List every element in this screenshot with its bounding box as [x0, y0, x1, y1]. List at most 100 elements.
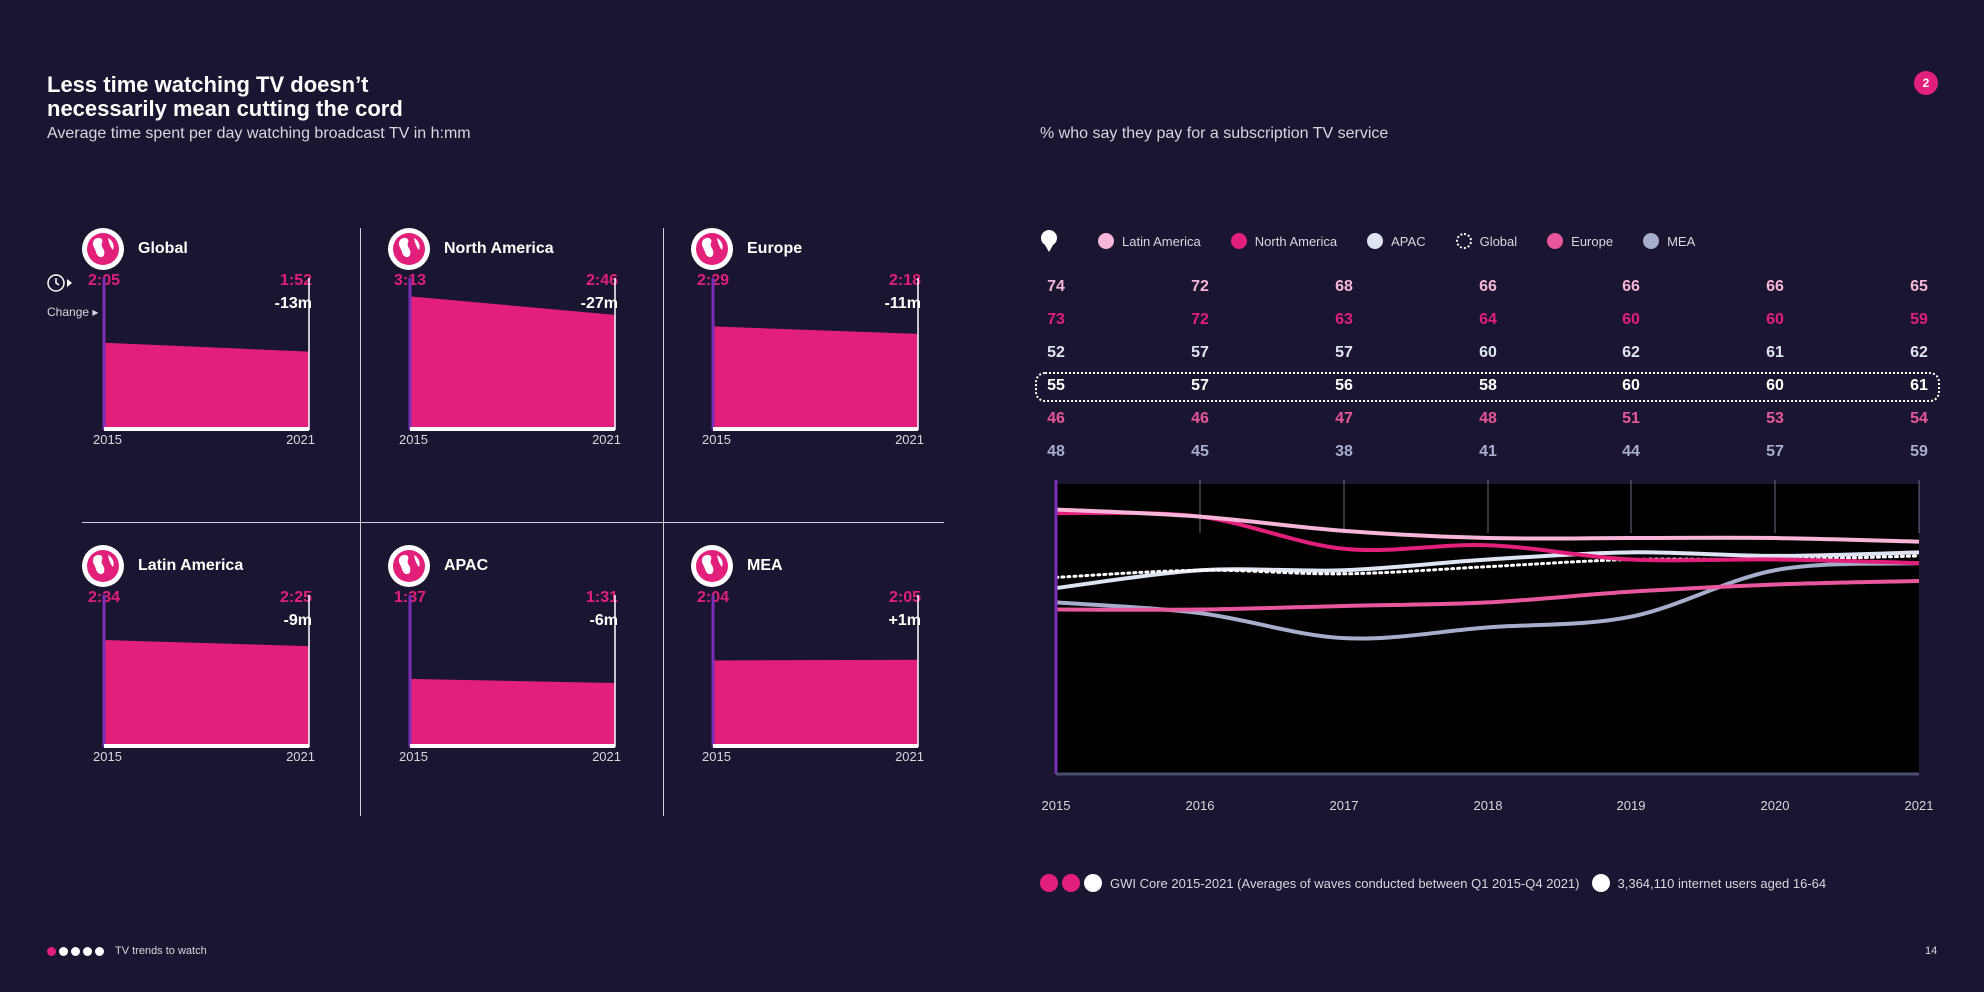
area-global	[104, 342, 309, 428]
x-label-start: 2015	[93, 749, 122, 764]
table-cell: 45	[1191, 443, 1209, 460]
x-tick-label: 2019	[1616, 798, 1646, 813]
table-cell: 61	[1766, 344, 1784, 361]
x-tick-label: 2016	[1185, 798, 1215, 813]
x-label-start: 2015	[702, 749, 731, 764]
end-value: 2:46	[585, 272, 618, 289]
series-line-europe	[1055, 578, 1920, 612]
area-apac	[410, 678, 615, 745]
table-cell: 52	[1047, 344, 1065, 361]
legend-item-apac: APAC	[1367, 233, 1426, 249]
legend-swatch	[1367, 233, 1384, 249]
progress-dot	[83, 946, 92, 956]
globe-icon	[82, 228, 124, 270]
line-chart	[1054, 480, 1921, 776]
table-cell: 63	[1335, 311, 1353, 328]
table-cell: 57	[1766, 443, 1784, 460]
legend-label: Europe	[1571, 233, 1614, 249]
table-row-europe: 46 46 47 48 51 53 54	[1040, 410, 1940, 434]
x-label-start: 2015	[93, 432, 122, 447]
legend-item-global: Global	[1455, 233, 1518, 249]
table-cell: 46	[1191, 410, 1209, 427]
area-mea	[713, 659, 918, 745]
change-value: -9m	[283, 612, 312, 629]
area-europe	[713, 326, 918, 428]
table-cell: 74	[1047, 278, 1065, 295]
x-label-start: 2015	[399, 749, 428, 764]
table-cell: 51	[1622, 410, 1640, 427]
end-value: 2:05	[888, 589, 921, 606]
series-line-mea	[1055, 561, 1920, 641]
table-cell: 61	[1910, 377, 1928, 394]
legend-item-mea: MEA	[1643, 233, 1695, 249]
legend-label: MEA	[1667, 233, 1696, 249]
title-line-1: Less time watching TV doesn’t	[47, 72, 369, 97]
table-cell: 48	[1047, 443, 1065, 460]
section-badge: 2	[1914, 71, 1938, 95]
table-cell: 60	[1766, 377, 1784, 394]
left-chart-subtitle: Average time spent per day watching broa…	[47, 125, 471, 142]
area-latin-america	[104, 640, 309, 745]
play-icon: ▸	[92, 305, 99, 319]
end-value: 1:31	[585, 589, 618, 606]
table-cell: 73	[1047, 311, 1065, 328]
x-tick-label: 2021	[1904, 798, 1934, 813]
table-cell: 60	[1622, 377, 1640, 394]
end-value: 1:52	[279, 272, 312, 289]
area-north-america	[410, 296, 615, 428]
table-cell: 53	[1766, 410, 1784, 427]
table-cell: 66	[1479, 278, 1497, 295]
line-chart-legend: Latin America North America APAC Global Euro…	[1040, 229, 1725, 253]
x-label-end: 2021	[286, 749, 315, 764]
table-row-north-america: 73 72 63 64 60 60 59	[1040, 311, 1940, 335]
progress-dot	[71, 946, 80, 956]
legend-swatch	[1455, 233, 1472, 249]
table-cell: 46	[1047, 410, 1065, 427]
progress-dot	[47, 946, 56, 956]
table-cell: 57	[1191, 344, 1209, 361]
table-row-apac: 52 57 57 60 62 61 62	[1040, 344, 1940, 368]
change-value: -6m	[589, 612, 618, 629]
end-value: 2:25	[279, 589, 312, 606]
divider-horizontal	[82, 522, 944, 523]
page-title: Less time watching TV doesn’t necessaril…	[47, 73, 403, 121]
clock-icon	[47, 274, 72, 292]
x-tick-label: 2018	[1473, 798, 1503, 813]
table-cell: 64	[1479, 311, 1497, 328]
footer: TV trends to watch	[47, 945, 207, 957]
x-label-start: 2015	[702, 432, 731, 447]
source-text-1: GWI Core 2015-2021 (Averages of waves co…	[1110, 875, 1580, 891]
region-name: Global	[138, 240, 188, 257]
legend-swatch	[1098, 233, 1114, 249]
table-cell: 48	[1479, 410, 1497, 427]
source-text-2: 3,364,110 internet users aged 16-64	[1617, 875, 1827, 891]
globe-icon	[82, 545, 124, 587]
legend-label: Latin America	[1122, 233, 1201, 249]
x-label-end: 2021	[592, 432, 621, 447]
table-cell: 56	[1335, 377, 1353, 394]
globe-icon	[691, 228, 733, 270]
legend-swatch	[1643, 233, 1660, 249]
location-pin-icon	[1040, 229, 1058, 253]
region-name: Latin America	[138, 557, 244, 574]
x-tick-label: 2015	[1041, 798, 1071, 813]
change-value: +1m	[888, 612, 921, 629]
legend-swatch	[1547, 233, 1564, 249]
x-tick-label: 2020	[1760, 798, 1790, 813]
table-cell: 54	[1910, 410, 1928, 427]
x-tick-label: 2017	[1329, 798, 1359, 813]
legend-label: Global	[1479, 233, 1518, 249]
table-cell: 57	[1335, 344, 1353, 361]
survey-icon	[1040, 874, 1058, 892]
table-row-latin-america: 74 72 68 66 66 66 65	[1040, 278, 1940, 302]
table-cell: 55	[1047, 377, 1065, 394]
change-value: -27m	[580, 295, 618, 312]
legend-item-north-america: North America	[1230, 233, 1337, 249]
series-line-latin-america	[1055, 507, 1920, 544]
table-cell: 72	[1191, 311, 1209, 328]
legend-item-latin-america: Latin America	[1098, 233, 1201, 249]
table-cell: 60	[1622, 311, 1640, 328]
change-label: Change	[47, 305, 90, 319]
table-cell: 41	[1479, 443, 1497, 460]
